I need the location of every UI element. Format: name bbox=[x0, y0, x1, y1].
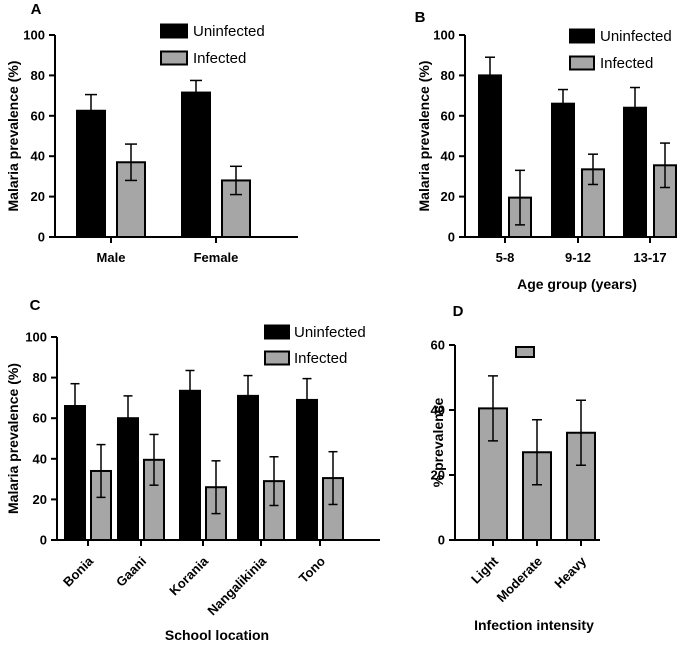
y-axis-label: Malaria prevalence (%) bbox=[5, 363, 21, 514]
x-category-label: Bonia bbox=[60, 553, 97, 590]
legend-label: Infected bbox=[600, 55, 653, 72]
y-axis-label: Malaria prevalence (%) bbox=[5, 61, 21, 212]
legend-swatch bbox=[569, 28, 595, 44]
y-axis-label: Malaria prevalence (%) bbox=[416, 61, 432, 212]
bar-uninfected-nangalikinia bbox=[237, 394, 259, 541]
legend-swatch bbox=[264, 324, 290, 340]
y-tick-label: 40 bbox=[431, 403, 445, 418]
bar-uninfected-5-8 bbox=[478, 74, 502, 239]
legend-label: Infected bbox=[294, 350, 347, 367]
panel-c: C 0 20 40 60 80 100 Malaria prevalence (%) Bonia… bbox=[5, 297, 380, 643]
y-tick-label: 40 bbox=[31, 149, 45, 164]
x-category-label: Korania bbox=[166, 553, 211, 598]
x-category-label: 13-17 bbox=[633, 250, 666, 265]
y-tick-label: 80 bbox=[31, 68, 45, 83]
bar-uninfected-9-12 bbox=[551, 102, 575, 239]
bar-uninfected-male bbox=[76, 109, 106, 238]
x-axis-label: School location bbox=[165, 627, 269, 643]
y-tick-label: 80 bbox=[441, 68, 455, 83]
panel-a: A 0 20 40 60 80 100 Malaria prevalence (%) Male F… bbox=[5, 1, 298, 265]
panel-letter: C bbox=[30, 297, 41, 314]
y-tick-label: 60 bbox=[31, 108, 45, 123]
y-tick-label: 100 bbox=[25, 330, 47, 345]
legend-swatch bbox=[160, 50, 188, 66]
y-tick-label: 0 bbox=[448, 230, 455, 245]
x-category-label: Nangalikinia bbox=[204, 553, 269, 618]
panel-letter: B bbox=[415, 9, 426, 26]
y-tick-label: 0 bbox=[438, 533, 445, 548]
legend-swatch bbox=[160, 23, 188, 39]
x-category-label: Female bbox=[194, 250, 239, 265]
y-tick-label: 40 bbox=[441, 149, 455, 164]
legend-label: Uninfected bbox=[600, 28, 672, 45]
legend-label: Uninfected bbox=[193, 23, 265, 40]
y-tick-label: 20 bbox=[431, 468, 445, 483]
x-category-label: Light bbox=[468, 553, 502, 587]
y-tick-label: 20 bbox=[441, 189, 455, 204]
bar-uninfected-female bbox=[181, 91, 211, 238]
x-category-label: Male bbox=[97, 250, 126, 265]
panel-b: B 0 20 40 60 80 100 Malaria prevalence (%) 5-8 9-… bbox=[415, 9, 677, 292]
y-tick-label: 100 bbox=[433, 28, 455, 43]
y-tick-label: 60 bbox=[441, 108, 455, 123]
y-tick-label: 60 bbox=[431, 338, 445, 353]
y-tick-label: 0 bbox=[38, 230, 45, 245]
x-axis-label: Age group (years) bbox=[517, 276, 637, 292]
legend-swatch bbox=[515, 346, 535, 358]
x-category-label: Heavy bbox=[551, 553, 589, 591]
y-tick-label: 100 bbox=[23, 28, 45, 43]
bar-uninfected-korania bbox=[179, 389, 201, 542]
x-category-label: Moderate bbox=[494, 554, 545, 605]
y-tick-label: 0 bbox=[40, 533, 47, 548]
legend-label: Uninfected bbox=[294, 324, 366, 341]
panel-letter: D bbox=[453, 303, 464, 320]
y-tick-label: 20 bbox=[31, 189, 45, 204]
y-tick-label: 40 bbox=[33, 451, 47, 466]
y-tick-label: 20 bbox=[33, 492, 47, 507]
x-category-label: Tono bbox=[296, 553, 328, 585]
x-category-label: 9-12 bbox=[565, 250, 591, 265]
legend-label: Infected bbox=[193, 50, 246, 67]
legend-swatch bbox=[569, 55, 595, 71]
x-axis-label: Infection intensity bbox=[474, 617, 594, 633]
legend-swatch bbox=[264, 350, 290, 366]
x-category-label: 5-8 bbox=[496, 250, 515, 265]
panel-letter: A bbox=[31, 1, 42, 18]
y-axis-label: % prevalence bbox=[430, 398, 446, 488]
x-category-label: Gaani bbox=[113, 554, 149, 590]
y-tick-label: 60 bbox=[33, 411, 47, 426]
y-tick-label: 80 bbox=[33, 370, 47, 385]
